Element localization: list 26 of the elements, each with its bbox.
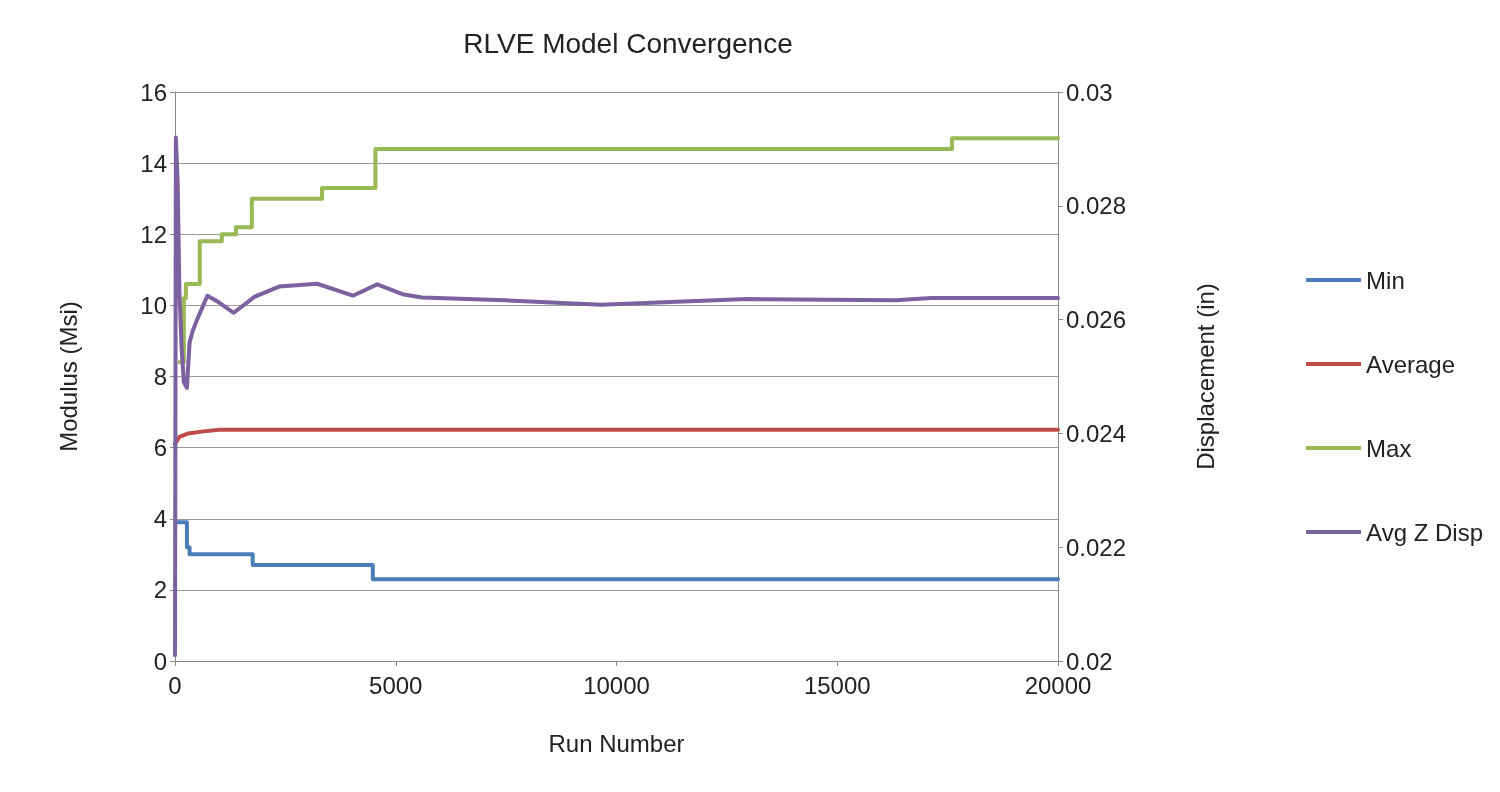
x-axis-title: Run Number (548, 729, 685, 757)
y-tick-label: 16 (140, 78, 167, 106)
y-tick-label: 14 (140, 149, 167, 177)
y2-tick-label: 0.024 (1066, 419, 1127, 447)
legend-label: Min (1366, 266, 1405, 294)
y-tick-label: 4 (153, 505, 167, 533)
y-axis-title: Modulus (Msi) (54, 301, 82, 452)
y2-tick-label: 0.026 (1066, 306, 1127, 334)
y2-tick-label: 0.028 (1066, 192, 1127, 220)
x-tick-label: 15000 (803, 671, 871, 699)
legend-label: Average (1366, 350, 1456, 378)
legend-label: Max (1366, 434, 1412, 462)
y2-tick-label: 0.022 (1066, 533, 1127, 561)
x-tick-label: 10000 (583, 671, 650, 699)
y-tick-label: 0 (153, 647, 167, 675)
y-tick-label: 10 (140, 291, 167, 319)
chart-title: RLVE Model Convergence (463, 27, 793, 59)
y2-axis-title: Displacement (in) (1191, 283, 1219, 470)
x-tick-label: 5000 (369, 671, 423, 699)
line-series (173, 135, 1060, 658)
y-tick-label: 12 (140, 220, 167, 248)
y-tick-label: 6 (153, 434, 167, 462)
y-tick-label: 2 (153, 576, 167, 604)
y2-tick-label: 0.03 (1066, 78, 1113, 106)
y-tick-label: 8 (153, 363, 167, 390)
legend-label: Avg Z Disp (1366, 518, 1484, 546)
